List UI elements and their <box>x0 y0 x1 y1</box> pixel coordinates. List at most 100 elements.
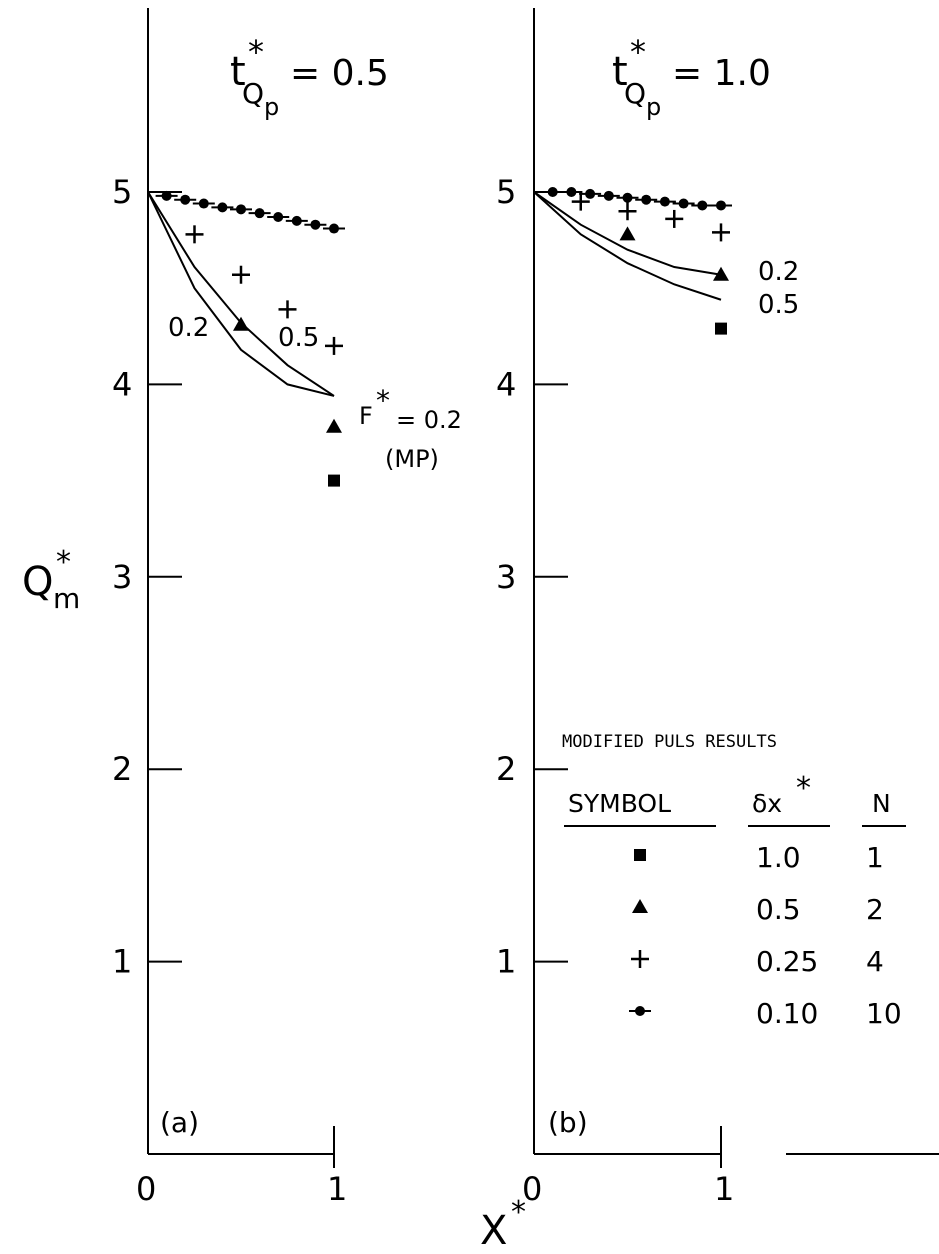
data-point <box>579 188 602 199</box>
legend-col-dx-star: * <box>796 771 811 806</box>
data-point <box>304 219 327 230</box>
annotation-f: F * = 0.2 (MP) <box>359 384 462 473</box>
legend-symbol <box>629 1006 651 1016</box>
annotation-f-star: * <box>376 384 390 417</box>
legend-symbol <box>631 950 649 968</box>
curve-label: 0.5 <box>758 290 799 320</box>
data-point <box>618 202 637 221</box>
panel-title-sub: Q <box>242 77 264 110</box>
panel-title-value: = 0.5 <box>290 53 389 94</box>
data-point <box>571 192 590 211</box>
curve-line <box>533 191 722 301</box>
data-point <box>326 418 342 433</box>
y-tick-label: 2 <box>496 750 516 788</box>
legend-rows: 1.0 1 0.5 2 0.25 4 0.10 10 <box>629 841 902 1030</box>
panel-title-subsub: p <box>646 93 661 121</box>
data-point <box>155 190 178 201</box>
legend-dx-value: 0.10 <box>756 997 818 1030</box>
y-tick-label: 5 <box>112 173 132 211</box>
y-tick-label: 3 <box>496 558 516 596</box>
legend-n-value: 1 <box>866 841 884 874</box>
data-point <box>211 202 234 213</box>
x-tick-label: 1 <box>327 1170 347 1208</box>
data-point <box>616 192 639 203</box>
y-axis-label-sub: m <box>53 582 80 615</box>
data-point <box>597 190 620 201</box>
legend-n-value: 10 <box>866 997 902 1030</box>
legend-dx-value: 0.25 <box>756 945 818 978</box>
y-axis-label: Q * m <box>22 545 80 615</box>
data-point <box>267 212 290 223</box>
curve-line <box>533 191 722 276</box>
data-point <box>653 196 676 207</box>
legend-dx-value: 0.5 <box>756 893 801 926</box>
y-tick-label: 2 <box>112 750 132 788</box>
data-point <box>691 200 714 211</box>
data-point <box>285 215 308 226</box>
x-tick-label: 0 <box>522 1170 542 1208</box>
curve-line <box>147 191 335 397</box>
data-point <box>619 226 636 241</box>
x-tick-label: 0 <box>136 1170 156 1208</box>
data-point <box>715 322 727 335</box>
y-tick-label: 3 <box>112 558 132 596</box>
y-tick-label: 1 <box>112 943 132 981</box>
panel-title-sub: Q <box>624 77 646 110</box>
panel-title-value: = 1.0 <box>672 53 771 94</box>
data-point <box>278 300 297 319</box>
y-axis-label-star: * <box>56 545 71 580</box>
y-tick-label: 4 <box>112 365 132 403</box>
data-point <box>672 198 695 209</box>
curve-label: 0.5 <box>278 323 319 353</box>
data-point <box>232 265 250 284</box>
panel-label: (b) <box>548 1106 588 1139</box>
y-tick-label: 5 <box>496 173 516 211</box>
data-point <box>174 194 197 205</box>
data-point <box>665 209 684 228</box>
data-point <box>185 225 204 244</box>
legend-n-value: 2 <box>866 893 884 926</box>
x-axis-label-main: X <box>480 1208 507 1254</box>
y-tick-label: 1 <box>496 943 516 981</box>
curve-label: 0.2 <box>758 257 799 287</box>
data-point <box>713 266 729 281</box>
legend: MODIFIED PULS RESULTS SYMBOL δx * N 1.0 1… <box>562 732 906 1030</box>
curve-label: 0.2 <box>168 313 209 343</box>
panel-title-star: * <box>630 33 646 71</box>
annotation-f-letter: F <box>359 402 373 430</box>
data-point <box>230 204 252 215</box>
legend-col-symbol: SYMBOL <box>568 789 671 818</box>
data-point <box>192 198 215 209</box>
panel-title-subsub: p <box>264 93 279 121</box>
y-tick-label: 4 <box>496 365 516 403</box>
data-point <box>325 336 343 355</box>
legend-dx-value: 1.0 <box>756 841 801 874</box>
legend-col-n: N <box>872 789 891 818</box>
panel-title-star: * <box>248 33 264 71</box>
data-point <box>233 316 249 331</box>
legend-symbol <box>632 899 648 913</box>
data-point <box>560 187 583 197</box>
data-point <box>328 474 340 487</box>
data-point <box>541 187 564 197</box>
legend-n-value: 4 <box>866 945 884 978</box>
x-tick-label: 1 <box>714 1170 734 1208</box>
data-point <box>710 200 732 211</box>
legend-col-dx: δx <box>752 789 782 818</box>
panel-title-t: t <box>230 49 246 95</box>
legend-title: MODIFIED PULS RESULTS <box>562 732 777 752</box>
y-axis-label-main: Q <box>22 559 53 605</box>
data-point <box>248 208 271 219</box>
panel-title-t: t <box>612 49 628 95</box>
legend-symbol <box>634 849 646 861</box>
panel-title: t * Q p = 0.5 <box>230 33 389 121</box>
data-point <box>635 194 658 205</box>
x-axis-label-star: * <box>511 1195 526 1230</box>
curve-line <box>147 191 335 397</box>
annotation-f-value: = 0.2 <box>396 406 462 434</box>
data-point <box>712 223 730 242</box>
x-axis-label: X * <box>480 1195 526 1254</box>
